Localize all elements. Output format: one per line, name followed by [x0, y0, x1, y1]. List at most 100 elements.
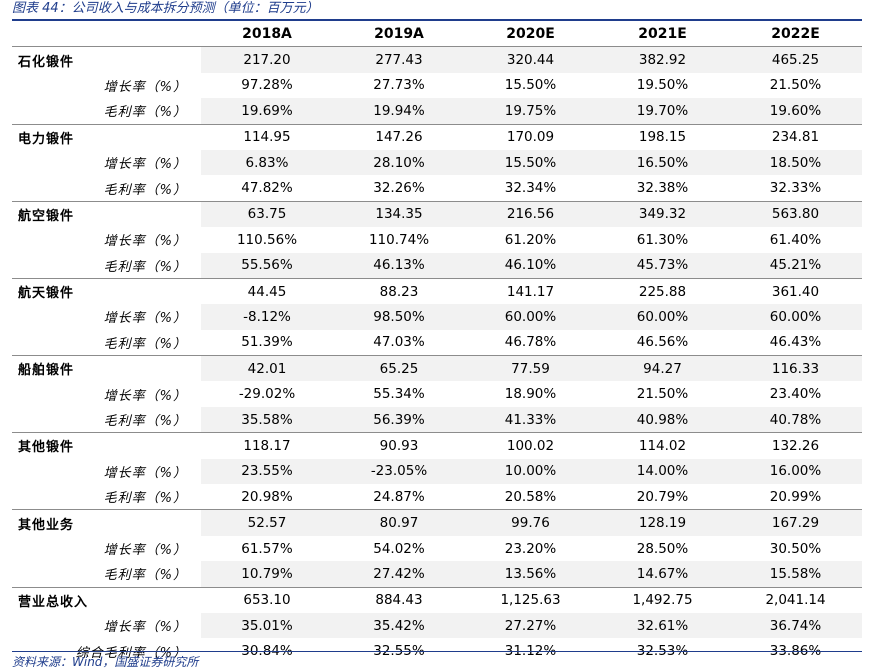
table-cell: 40.98% — [596, 406, 729, 433]
table-cell: 23.20% — [504, 540, 557, 557]
table-row-segment: 航空锻件 63.75 134.35 216.56 349.32 563.80 — [12, 200, 862, 228]
metric-label: 增长率（%） — [103, 620, 187, 636]
table-cell: 19.69% — [201, 98, 333, 125]
table-row-metric: 毛利率（%） 35.58% 56.39% 41.33% 40.98% 40.78% — [12, 406, 862, 433]
table-cell: 382.92 — [596, 46, 729, 73]
metric-label: 毛利率（%） — [103, 105, 187, 121]
table-row-segment: 石化锻件 217.20 277.43 320.44 382.92 465.25 — [12, 46, 862, 73]
table-cell: 61.40% — [769, 231, 822, 248]
table-cell: 19.94% — [333, 98, 465, 125]
table-cell: 18.90% — [504, 386, 557, 403]
table-cell: 56.39% — [333, 406, 465, 433]
table-cell: 114.02 — [596, 432, 729, 459]
table-cell: 35.58% — [201, 406, 333, 433]
table-cell: 61.57% — [241, 540, 293, 557]
table-cell: 21.50% — [636, 386, 689, 403]
table-cell: 90.93 — [333, 432, 465, 459]
table-cell: 27.73% — [373, 77, 425, 94]
table-cell: 32.34% — [504, 180, 557, 197]
table-cell: 20.79% — [636, 488, 689, 505]
table-row-segment: 营业总收入 653.10 884.43 1,125.63 1,492.75 2,041.1… — [12, 586, 862, 613]
table-cell: 15.50% — [465, 149, 596, 176]
metric-label: 毛利率（%） — [103, 336, 187, 352]
table-cell: 134.35 — [333, 200, 465, 228]
table-cell: 13.56% — [465, 561, 596, 588]
table-cell: 24.87% — [373, 488, 425, 505]
table-cell: 1,492.75 — [596, 586, 729, 613]
metric-label: 增长率（%） — [103, 311, 187, 327]
table-row-metric: 毛利率（%） 20.98% 24.87% 20.58% 20.79% 20.99% — [12, 484, 862, 510]
table-cell: 35.42% — [333, 612, 465, 639]
table-cell: 198.15 — [596, 123, 729, 150]
table-cell: 97.28% — [241, 77, 293, 94]
table-cell: 141.17 — [465, 277, 596, 305]
table-cell: -8.12% — [201, 304, 333, 330]
table-cell: 277.43 — [333, 46, 465, 73]
table-cell: 320.44 — [465, 46, 596, 73]
table-cell: 563.80 — [729, 200, 862, 228]
figure-caption: 图表 44：公司收入与成本拆分预测（单位：百万元） — [12, 1, 319, 16]
table-cell: 2,041.14 — [729, 586, 862, 613]
table-cell: 47.03% — [373, 334, 425, 351]
bottom-rule — [12, 651, 862, 652]
table-cell: 19.60% — [729, 98, 862, 125]
table-cell: 23.40% — [769, 386, 822, 403]
table-cell: 47.82% — [241, 180, 293, 197]
segment-label: 航天锻件 — [12, 277, 201, 305]
table-cell: 30.50% — [769, 540, 822, 557]
segment-label: 其他锻件 — [12, 432, 201, 459]
table-cell: 51.39% — [241, 334, 293, 351]
header-2018a: 2018A — [201, 21, 333, 48]
table-cell: 884.43 — [333, 586, 465, 613]
table-row-metric: 毛利率（%） 10.79% 27.42% 13.56% 14.67% 15.58% — [12, 561, 862, 588]
table-cell: 18.50% — [729, 149, 862, 176]
table-cell: 35.01% — [201, 612, 333, 639]
table-cell: 110.56% — [236, 231, 298, 248]
table-cell: 20.98% — [241, 488, 293, 505]
table-cell: 10.79% — [201, 561, 333, 588]
table-cell: 118.17 — [201, 432, 333, 459]
table-cell: 19.70% — [596, 98, 729, 125]
table-cell: 100.02 — [465, 432, 596, 459]
table-cell: 27.27% — [465, 612, 596, 639]
table-row-segment: 其他锻件 118.17 90.93 100.02 114.02 132.26 — [12, 432, 862, 459]
table-cell: 14.67% — [596, 561, 729, 588]
table-cell: 65.25 — [333, 355, 465, 382]
metric-label: 增长率（%） — [103, 79, 187, 95]
table-cell: -29.02% — [238, 386, 296, 403]
metric-label: 增长率（%） — [103, 157, 187, 173]
metric-label: 增长率（%） — [103, 543, 187, 558]
table-row-segment: 其他业务 52.57 80.97 99.76 128.19 167.29 — [12, 509, 862, 536]
table-cell: 1,125.63 — [465, 586, 596, 613]
table-row-metric: 增长率（%） 61.57% 54.02% 23.20% 28.50% 30.50% — [12, 536, 862, 561]
table-row-metric: 毛利率（%） 51.39% 47.03% 46.78% 46.56% 46.43% — [12, 330, 862, 356]
segment-label: 船舶锻件 — [12, 355, 201, 382]
table-cell: 167.29 — [729, 509, 862, 536]
header-corner — [12, 21, 201, 48]
table-row-segment: 航天锻件 44.45 88.23 141.17 225.88 361.40 — [12, 277, 862, 305]
table-cell: 40.78% — [729, 406, 862, 433]
table-cell: 45.73% — [596, 252, 729, 279]
table-cell: 16.00% — [729, 458, 862, 485]
table-cell: 60.00% — [729, 304, 862, 330]
table-row-metric: 毛利率（%） 55.56% 46.13% 46.10% 45.73% 45.21% — [12, 252, 862, 279]
forecast-table: 2018A 2019A 2020E 2021E 2022E 石化锻件 217.20… — [12, 21, 862, 664]
table-cell: 23.55% — [201, 458, 333, 485]
table-row-metric: 毛利率（%） 47.82% 32.26% 32.34% 32.38% 32.33% — [12, 175, 862, 201]
table-cell: 216.56 — [465, 200, 596, 228]
header-2022e: 2022E — [729, 21, 862, 48]
table-cell: 6.83% — [201, 149, 333, 176]
header-2019a: 2019A — [333, 21, 465, 48]
table-cell: 19.75% — [465, 98, 596, 125]
table-cell: 88.23 — [333, 277, 465, 305]
table-cell: 55.34% — [373, 386, 425, 403]
header-row: 2018A 2019A 2020E 2021E 2022E — [12, 21, 862, 48]
table-cell: 99.76 — [465, 509, 596, 536]
metric-label: 综合毛利率（%） — [75, 645, 187, 661]
table-cell: 15.50% — [504, 77, 557, 94]
segment-label: 电力锻件 — [12, 123, 201, 150]
table-row-metric: 增长率（%） 6.83% 28.10% 15.50% 16.50% 18.50% — [12, 149, 862, 176]
table-cell: 32.38% — [636, 180, 689, 197]
table-cell: 128.19 — [596, 509, 729, 536]
table-row-metric: 增长率（%） -8.12% 98.50% 60.00% 60.00% 60.00% — [12, 304, 862, 330]
